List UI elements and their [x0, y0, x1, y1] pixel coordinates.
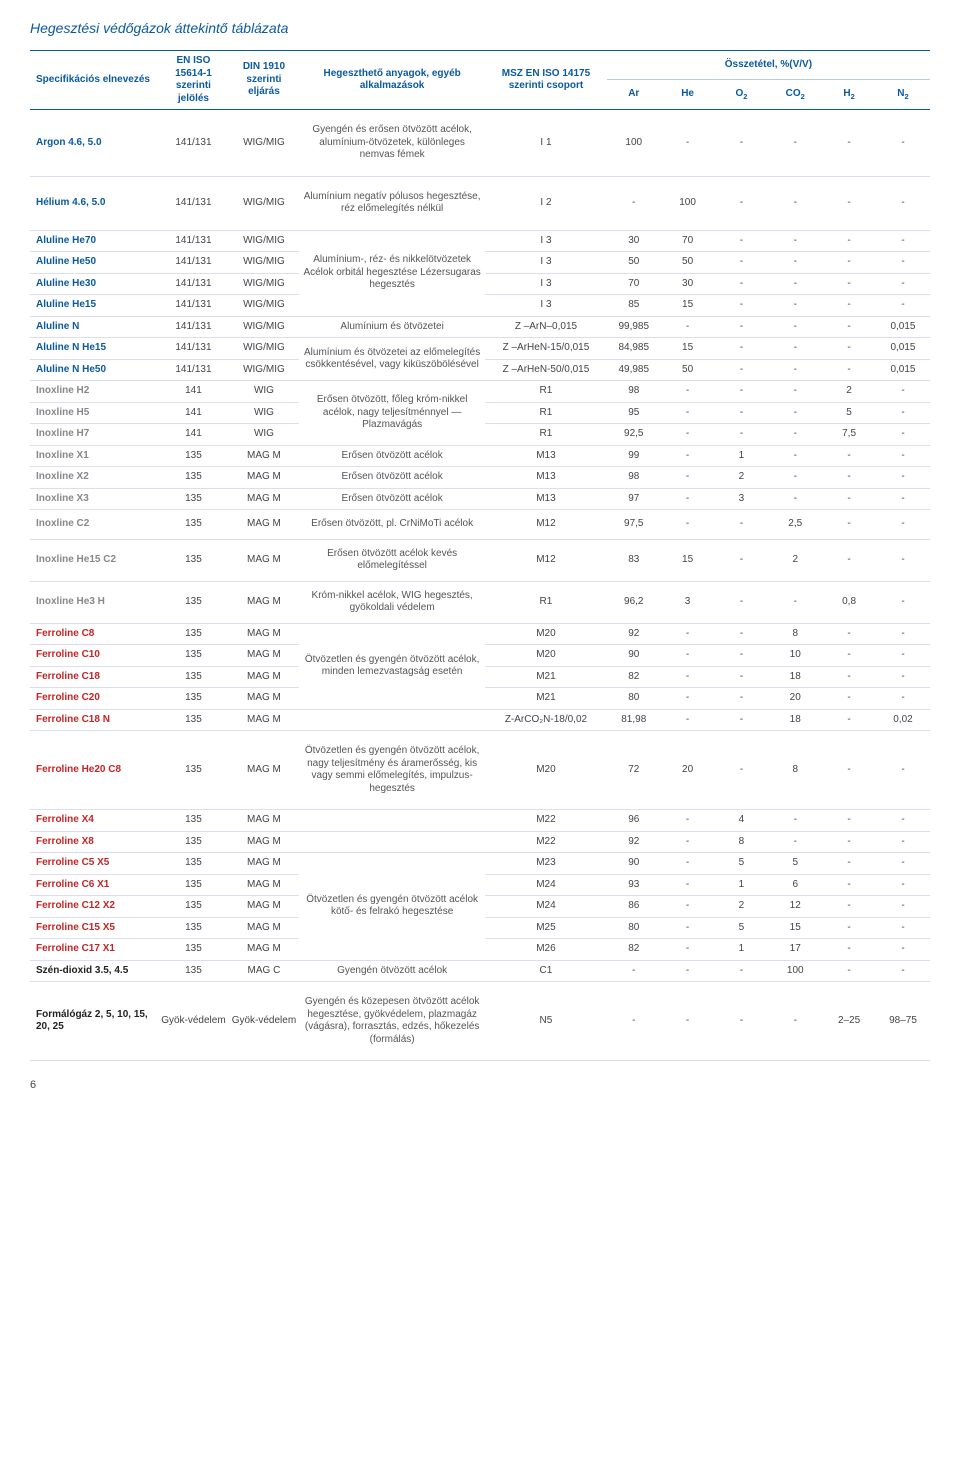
table-row: Inoxline He3 H135MAG MKróm-nikkel acélok…	[30, 581, 930, 623]
th-n2: N2	[876, 79, 930, 109]
th-h2: H2	[822, 79, 876, 109]
th-co2: CO2	[768, 79, 822, 109]
table-row: Szén-dioxid 3.5, 4.5135MAG CGyengén ötvö…	[30, 960, 930, 982]
table-row: Inoxline X2135MAG MErősen ötvözött acélo…	[30, 467, 930, 489]
table-row: Ferroline He20 C8135MAG MÖtvözetlen és g…	[30, 731, 930, 810]
th-ar: Ar	[607, 79, 661, 109]
table-row: Formálógáz 2, 5, 10, 15, 20, 25Gyök-véde…	[30, 982, 930, 1061]
th-spec: Specifikációs elnevezés	[30, 51, 158, 110]
th-din: DIN 1910 szerinti eljárás	[229, 51, 300, 110]
page-title: Hegesztési védőgázok áttekintő táblázata	[30, 20, 930, 36]
table-row: Argon 4.6, 5.0141/131WIG/MIGGyengén és e…	[30, 110, 930, 177]
table-row: Ferroline X8135MAG MM2292-8---	[30, 831, 930, 853]
page-number: 6	[30, 1079, 930, 1091]
th-msz: MSZ EN ISO 14175 szerinti csoport	[485, 51, 607, 110]
table-row: Hélium 4.6, 5.0141/131WIG/MIGAlumínium n…	[30, 176, 930, 230]
table-row: Aluline He70141/131WIG/MIGAlumínium-, ré…	[30, 230, 930, 252]
table-row: Aluline N He15141/131WIG/MIGAlumínium és…	[30, 338, 930, 360]
th-materials: Hegeszthető anyagok, egyéb alkalmazások	[299, 51, 485, 110]
table-row: Inoxline H2141WIGErősen ötvözött, főleg …	[30, 381, 930, 403]
gas-table: Specifikációs elnevezés EN ISO 15614-1 s…	[30, 50, 930, 1061]
table-row: Ferroline X4135MAG MM2296-4---	[30, 810, 930, 832]
table-row: Ferroline C5 X5135MAG MÖtvözetlen és gye…	[30, 853, 930, 875]
table-row: Inoxline He15 C2135MAG MErősen ötvözött …	[30, 539, 930, 581]
table-row: Inoxline X1135MAG MErősen ötvözött acélo…	[30, 445, 930, 467]
table-row: Aluline N141/131WIG/MIGAlumínium és ötvö…	[30, 316, 930, 338]
table-row: Ferroline C8135MAG MÖtvözetlen és gyengé…	[30, 623, 930, 645]
th-o2: O2	[715, 79, 769, 109]
th-eniso: EN ISO 15614-1 szerinti jelölés	[158, 51, 229, 110]
table-row: Inoxline C2135MAG MErősen ötvözött, pl. …	[30, 510, 930, 540]
table-row: Inoxline X3135MAG MErősen ötvözött acélo…	[30, 488, 930, 510]
th-he: He	[661, 79, 715, 109]
table-row: Ferroline C18 N135MAG MZ-ArCO₂N-18/0,028…	[30, 709, 930, 731]
th-comp: Összetétel, %(V/V)	[607, 51, 930, 80]
